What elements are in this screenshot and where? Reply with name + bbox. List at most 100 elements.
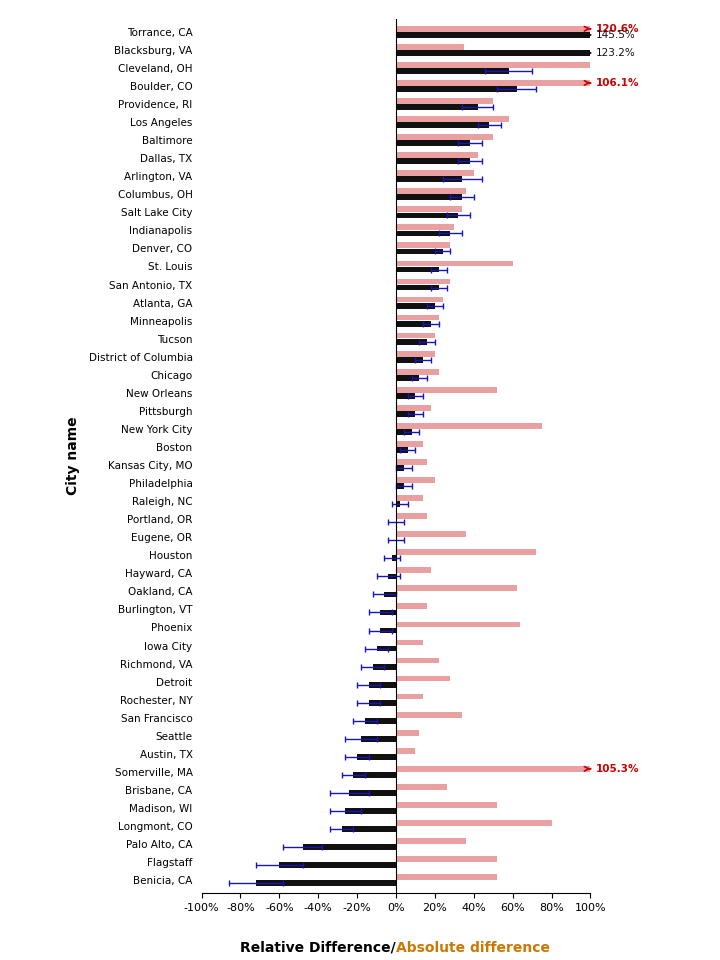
Bar <box>349 790 396 796</box>
Bar <box>396 105 477 110</box>
Bar <box>361 736 396 742</box>
Bar <box>396 441 423 446</box>
Y-axis label: City name: City name <box>66 417 80 495</box>
Bar <box>396 429 412 435</box>
Bar <box>396 225 454 230</box>
Bar <box>396 856 497 862</box>
Bar <box>396 375 419 381</box>
Bar <box>396 875 497 880</box>
Text: 106.1%: 106.1% <box>585 78 640 88</box>
Bar <box>388 573 396 579</box>
Bar <box>256 880 396 886</box>
Bar <box>396 501 400 507</box>
Bar <box>396 195 462 201</box>
Text: 120.6%: 120.6% <box>585 24 640 34</box>
Bar <box>396 495 423 501</box>
Bar <box>396 621 521 627</box>
Bar <box>396 531 466 537</box>
Bar <box>396 405 431 411</box>
Bar <box>396 302 435 308</box>
Bar <box>396 604 427 610</box>
Bar <box>396 694 423 700</box>
Bar <box>396 514 427 519</box>
Bar <box>396 80 590 85</box>
Bar <box>396 32 590 37</box>
Bar <box>384 591 396 597</box>
Bar <box>396 466 404 471</box>
Bar <box>396 243 451 249</box>
Bar <box>392 556 396 562</box>
Bar <box>396 122 490 128</box>
Bar <box>396 820 552 826</box>
Bar <box>396 267 438 273</box>
Bar <box>396 333 435 339</box>
Bar <box>354 772 396 778</box>
Bar <box>396 369 438 374</box>
Bar <box>396 285 438 291</box>
Bar <box>396 297 443 302</box>
Bar <box>396 838 466 844</box>
Bar <box>396 586 516 591</box>
Bar <box>396 170 474 176</box>
Bar <box>369 700 396 706</box>
Bar <box>377 646 396 652</box>
Text: 145.5%: 145.5% <box>585 30 636 40</box>
Bar <box>396 177 462 182</box>
Bar <box>396 249 443 254</box>
Bar <box>396 393 415 398</box>
Bar <box>396 50 590 56</box>
Bar <box>396 230 451 236</box>
Bar <box>369 682 396 687</box>
Bar <box>396 411 415 417</box>
Bar <box>396 802 497 807</box>
Bar <box>396 98 493 104</box>
Bar <box>396 357 423 363</box>
Bar <box>396 212 458 218</box>
Bar <box>396 153 477 158</box>
Bar <box>396 68 509 74</box>
Bar <box>396 784 446 790</box>
Bar <box>396 62 590 68</box>
Bar <box>396 116 509 122</box>
Bar <box>380 610 396 615</box>
Text: 123.2%: 123.2% <box>585 48 636 58</box>
Text: Absolute difference: Absolute difference <box>396 941 550 955</box>
Bar <box>396 387 497 393</box>
Bar <box>341 827 396 832</box>
Bar <box>396 639 423 645</box>
Bar <box>396 86 516 92</box>
Bar <box>396 549 536 555</box>
Bar <box>396 260 513 266</box>
Bar <box>396 350 435 356</box>
Bar <box>396 711 462 717</box>
Bar <box>279 862 396 868</box>
Bar <box>396 26 590 32</box>
Bar <box>396 730 419 735</box>
Bar <box>396 339 427 345</box>
Bar <box>396 676 451 682</box>
Bar <box>373 663 396 669</box>
Bar <box>357 754 396 759</box>
Text: 105.3%: 105.3% <box>585 764 640 774</box>
Bar <box>396 44 464 50</box>
Bar <box>396 315 438 321</box>
Bar <box>396 321 431 326</box>
Bar <box>396 748 415 754</box>
Bar <box>380 628 396 634</box>
Bar <box>396 423 541 429</box>
Bar <box>396 477 435 483</box>
Bar <box>396 447 408 453</box>
Bar <box>396 459 427 465</box>
Bar <box>396 766 590 772</box>
Bar <box>396 206 462 212</box>
Bar <box>396 188 466 194</box>
Bar <box>396 658 438 663</box>
Bar <box>396 134 493 140</box>
Bar <box>346 808 396 814</box>
Text: Relative Difference/: Relative Difference/ <box>240 941 396 955</box>
Bar <box>396 140 470 146</box>
Bar <box>302 844 396 850</box>
Bar <box>396 567 431 573</box>
Bar <box>396 158 470 164</box>
Bar <box>396 483 404 489</box>
